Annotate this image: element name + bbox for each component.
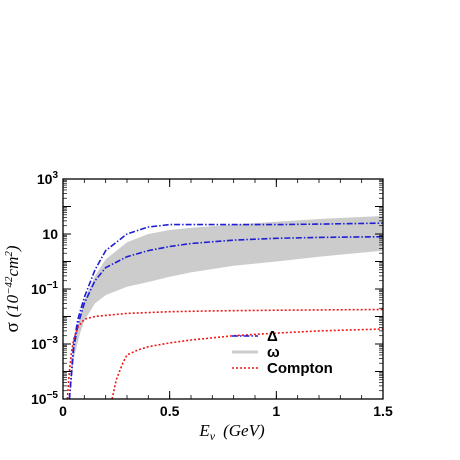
legend-label: Δ: [267, 328, 278, 345]
series-line-0: [68, 222, 384, 400]
y-tick-label: 10−1: [31, 280, 58, 297]
legend-label: Compton: [267, 360, 333, 377]
x-tick-label: 1: [272, 403, 280, 419]
series-line-3: [111, 328, 384, 400]
x-tick-label: 0: [59, 403, 67, 419]
x-axis-title: Eν (GeV): [198, 421, 265, 443]
x-tick-label: 1.5: [373, 403, 393, 419]
y-tick-label: 10−3: [31, 335, 58, 352]
series-line-1: [68, 235, 384, 400]
y-tick-label: 10: [42, 226, 58, 242]
x-tick-label: 0.5: [160, 403, 180, 419]
y-axis-title: σ (10−42cm2): [2, 245, 23, 332]
legend-label: ω: [267, 344, 280, 361]
y-tick-label: 10−5: [31, 390, 58, 407]
band-omega: [69, 216, 384, 399]
y-tick-label: 103: [37, 170, 59, 187]
